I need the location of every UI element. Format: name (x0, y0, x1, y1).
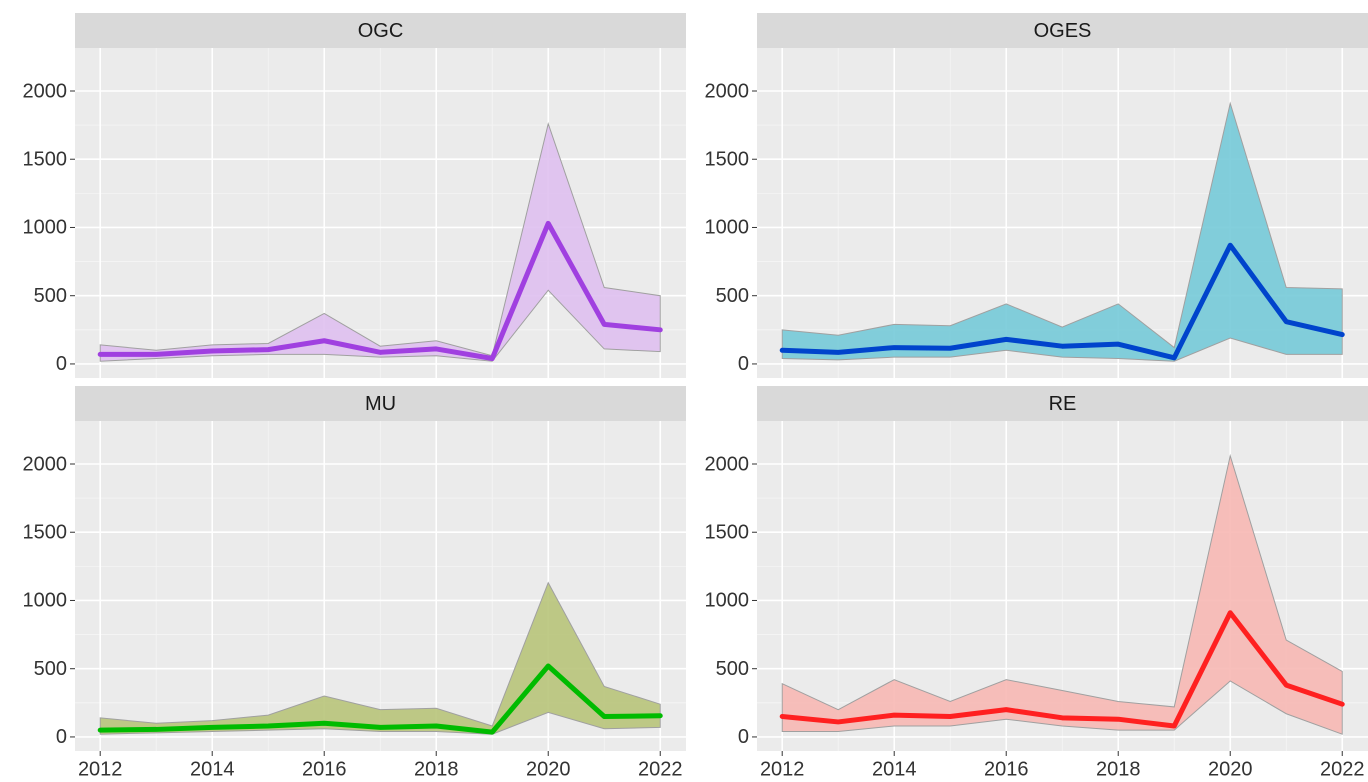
mean-line (779, 242, 1345, 361)
x-tick-label: 2018 (1096, 758, 1141, 780)
x-tick-label: 2014 (190, 758, 235, 780)
y-tick-label: 0 (738, 353, 749, 375)
y-tick-label: 2000 (705, 453, 750, 475)
y-tick-label: 2000 (705, 80, 750, 102)
y-tick-label: 500 (34, 285, 67, 307)
y-tick-label: 0 (56, 353, 67, 375)
facet-title: OGC (358, 20, 404, 42)
y-tick-label: 500 (716, 658, 749, 680)
y-tick-label: 1500 (705, 149, 750, 171)
strip (757, 386, 1368, 421)
facet-title: RE (1049, 393, 1077, 415)
strip (75, 13, 686, 48)
y-tick-label: 1000 (23, 217, 68, 239)
x-tick-label: 2020 (1208, 758, 1253, 780)
x-tick-label: 2014 (872, 758, 917, 780)
y-tick-label: 2000 (23, 80, 68, 102)
x-tick-label: 2012 (78, 758, 123, 780)
y-tick-label: 1500 (23, 522, 68, 544)
facet-title: MU (365, 393, 396, 415)
mean-line (97, 220, 663, 361)
x-tick-label: 2012 (760, 758, 805, 780)
x-tick-label: 2022 (638, 758, 683, 780)
confidence-band (99, 121, 661, 362)
y-tick-label: 1000 (705, 590, 750, 612)
x-tick-label: 2022 (1320, 758, 1365, 780)
y-tick-label: 1000 (23, 590, 68, 612)
y-tick-label: 0 (738, 726, 749, 748)
x-tick-label: 2016 (302, 758, 347, 780)
mean-line (779, 610, 1345, 729)
y-tick-label: 1000 (705, 217, 750, 239)
strip (757, 13, 1368, 48)
y-tick-label: 2000 (23, 453, 68, 475)
y-tick-label: 0 (56, 726, 67, 748)
facet-title: OGES (1034, 20, 1092, 42)
y-tick-label: 1500 (705, 522, 750, 544)
x-tick-label: 2020 (526, 758, 571, 780)
x-tick-label: 2016 (984, 758, 1029, 780)
strip (75, 386, 686, 421)
x-tick-label: 2018 (414, 758, 459, 780)
y-tick-label: 500 (34, 658, 67, 680)
y-tick-label: 500 (716, 285, 749, 307)
y-tick-label: 1500 (23, 149, 68, 171)
mean-line (97, 663, 663, 735)
